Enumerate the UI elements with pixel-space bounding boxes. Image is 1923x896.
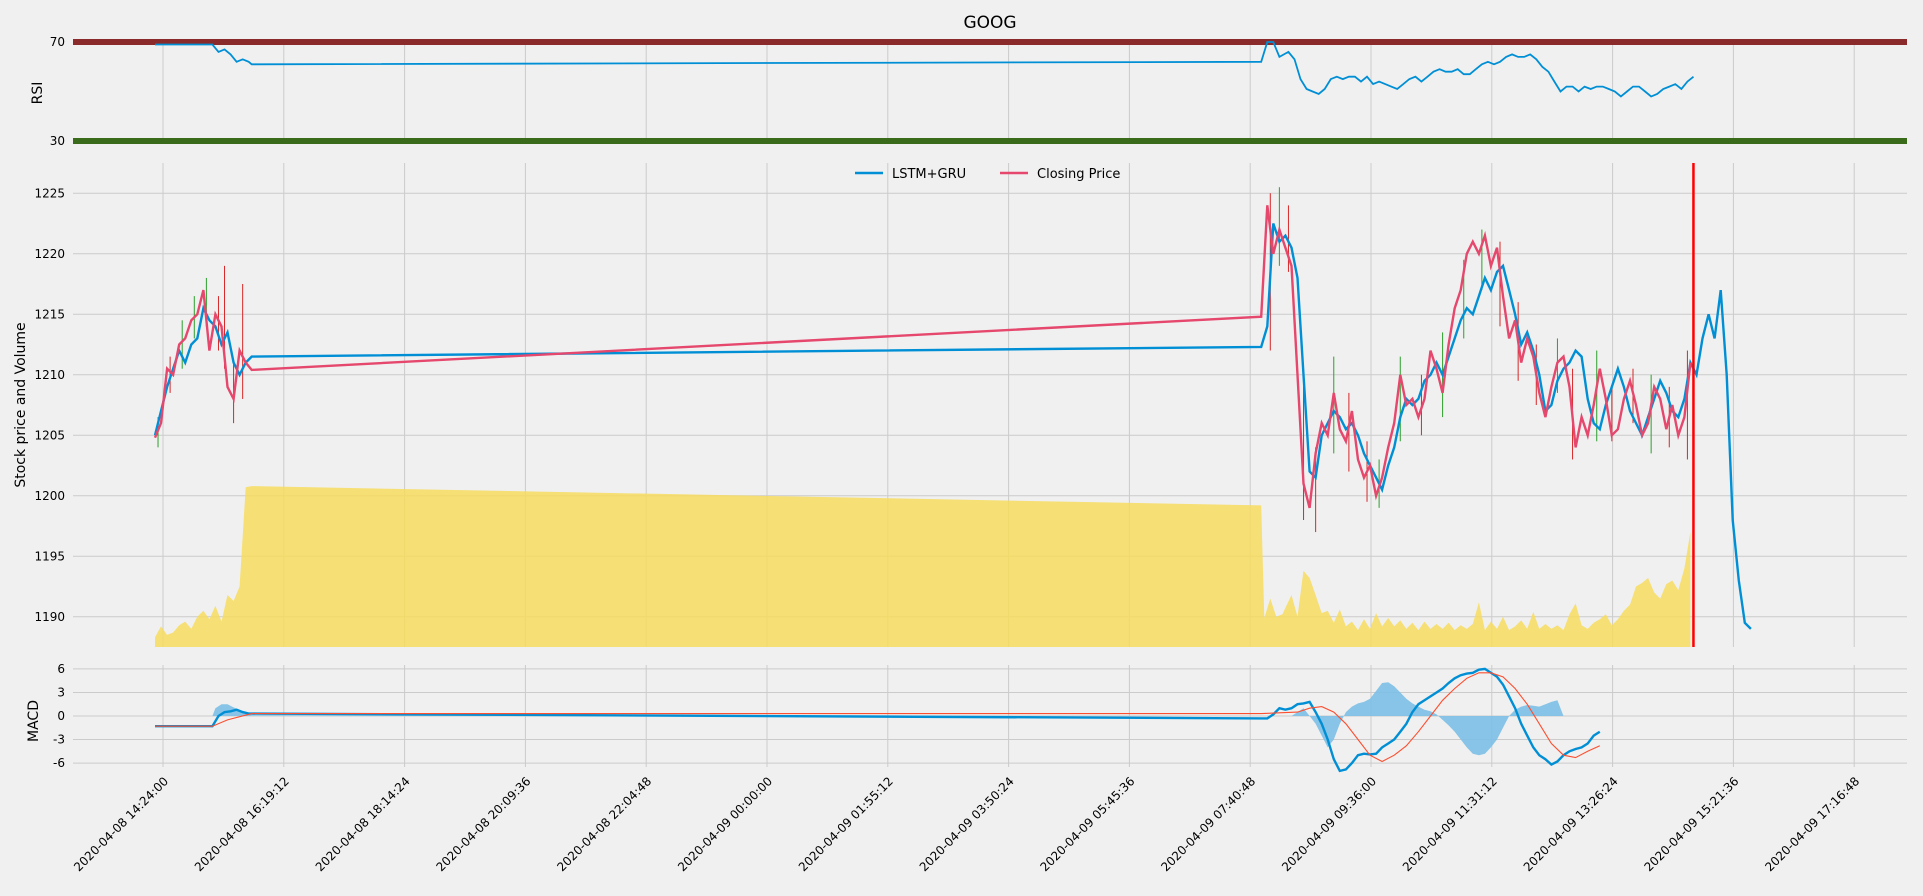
rsi-line	[155, 41, 1695, 98]
signal-line	[155, 672, 1601, 763]
macd-panel: 6 3 0 -3 -6	[53, 662, 1907, 773]
macd-line	[155, 667, 1601, 773]
y-tick-label: 1215	[34, 307, 65, 321]
y-tick-label: 1210	[34, 368, 65, 382]
y-tick-label: 1205	[34, 428, 65, 442]
closing-price-line	[153, 205, 1692, 509]
legend-label: Closing Price	[1037, 167, 1120, 182]
y-tick-label: 0	[57, 709, 65, 723]
rsi-panel: 70 30	[50, 35, 1907, 148]
macd-axis-title: MACD	[26, 700, 42, 742]
y-tick-label: 30	[50, 134, 65, 148]
rsi-axis-title: RSI	[30, 82, 46, 105]
y-tick-label: -6	[53, 756, 65, 770]
y-tick-label: 1225	[34, 186, 65, 200]
chart-title: GOOG	[963, 13, 1016, 33]
legend: LSTM+GRU Closing Price	[855, 167, 1120, 182]
volume-area	[155, 486, 1691, 647]
y-tick-label: 6	[57, 662, 65, 676]
y-tick-label: 1220	[34, 247, 65, 261]
legend-label: LSTM+GRU	[892, 167, 966, 182]
y-tick-label: -3	[53, 733, 65, 747]
price-panel: 1190 1195 1200 1205 1210 1215 1220 1225	[34, 163, 1907, 647]
y-tick-label: 1200	[34, 489, 65, 503]
y-tick-label: 1195	[34, 549, 65, 563]
y-tick-label: 70	[50, 35, 65, 49]
y-tick-label: 3	[57, 685, 65, 699]
price-axis-title: Stock price and Volume	[13, 322, 29, 487]
y-tick-label: 1190	[34, 610, 65, 624]
